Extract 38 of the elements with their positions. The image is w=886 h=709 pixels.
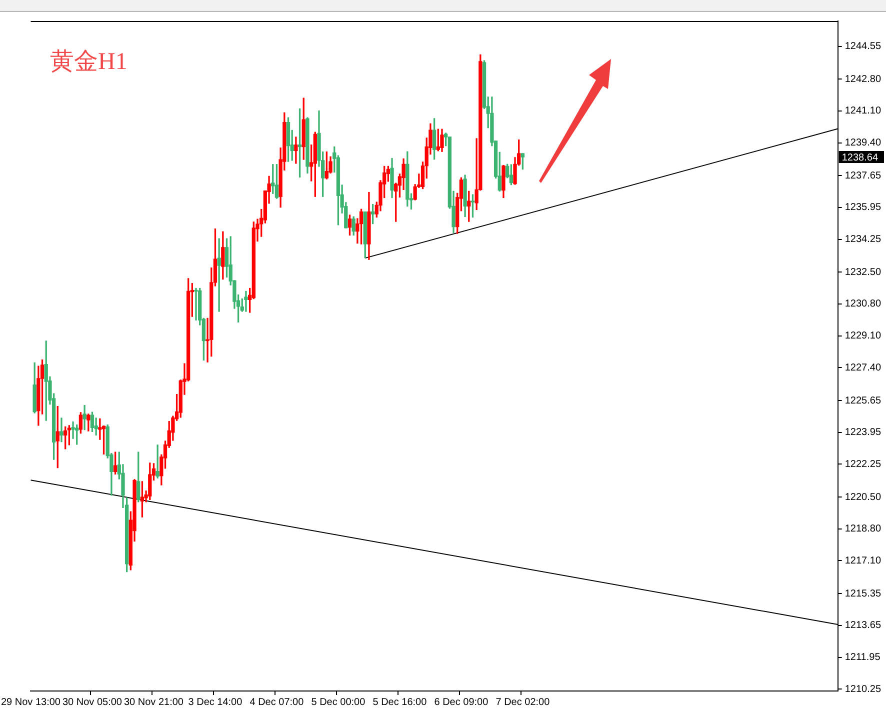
x-tick-label: 29 Nov 13:00	[0, 696, 61, 708]
x-tick-label: 5 Dec 16:00	[372, 696, 428, 708]
y-tick-label: 1215.35	[844, 588, 882, 600]
candlestick	[294, 136, 298, 164]
x-tick-label: 30 Nov 05:00	[62, 696, 122, 708]
x-tick-label: 5 Dec 00:00	[311, 696, 366, 708]
y-tick-label: 1234.25	[844, 234, 882, 246]
text: 1238.64	[842, 152, 878, 164]
y-tick-label: 1227.40	[844, 362, 882, 374]
candlestick	[244, 290, 248, 312]
y-tick-label: 1242.80	[844, 74, 882, 85]
y-tick-label: 1225.65	[844, 395, 882, 406]
y-tick-label: 1229.10	[844, 330, 882, 342]
y-tick-label: 1237.65	[844, 170, 882, 182]
y-tick-label: 1244.55	[844, 41, 882, 52]
y-tick-label: 1223.95	[844, 427, 882, 438]
y-tick-label: 1217.10	[844, 556, 882, 566]
y-tick-label: 1232.50	[844, 266, 882, 278]
y-tick-label: 1239.40	[844, 138, 882, 149]
y-tick-label: 1230.80	[844, 298, 882, 310]
x-tick-label: 3 Dec 14:00	[188, 696, 243, 708]
x-tick-label: 7 Dec 02:00	[496, 696, 550, 708]
text: 黄金H1	[50, 49, 128, 75]
candlestick	[60, 418, 64, 442]
y-tick-label: 1222.25	[844, 458, 882, 470]
y-tick-label: 1241.10	[844, 106, 882, 117]
y-tick-label: 1218.80	[844, 524, 882, 535]
x-tick-label: 6 Dec 09:00	[434, 696, 489, 708]
x-tick-label: 4 Dec 07:00	[250, 696, 304, 708]
y-tick-label: 1211.95	[844, 652, 881, 664]
y-tick-label: 1235.95	[844, 202, 882, 214]
x-tick-label: 30 Nov 21:00	[124, 696, 184, 708]
candlestick	[156, 444, 160, 478]
y-tick-label: 1210.25	[844, 684, 882, 695]
candlestick	[217, 238, 221, 312]
y-tick-label: 1213.65	[844, 620, 882, 632]
candlestick	[82, 405, 86, 430]
y-tick-label: 1220.50	[844, 492, 882, 503]
